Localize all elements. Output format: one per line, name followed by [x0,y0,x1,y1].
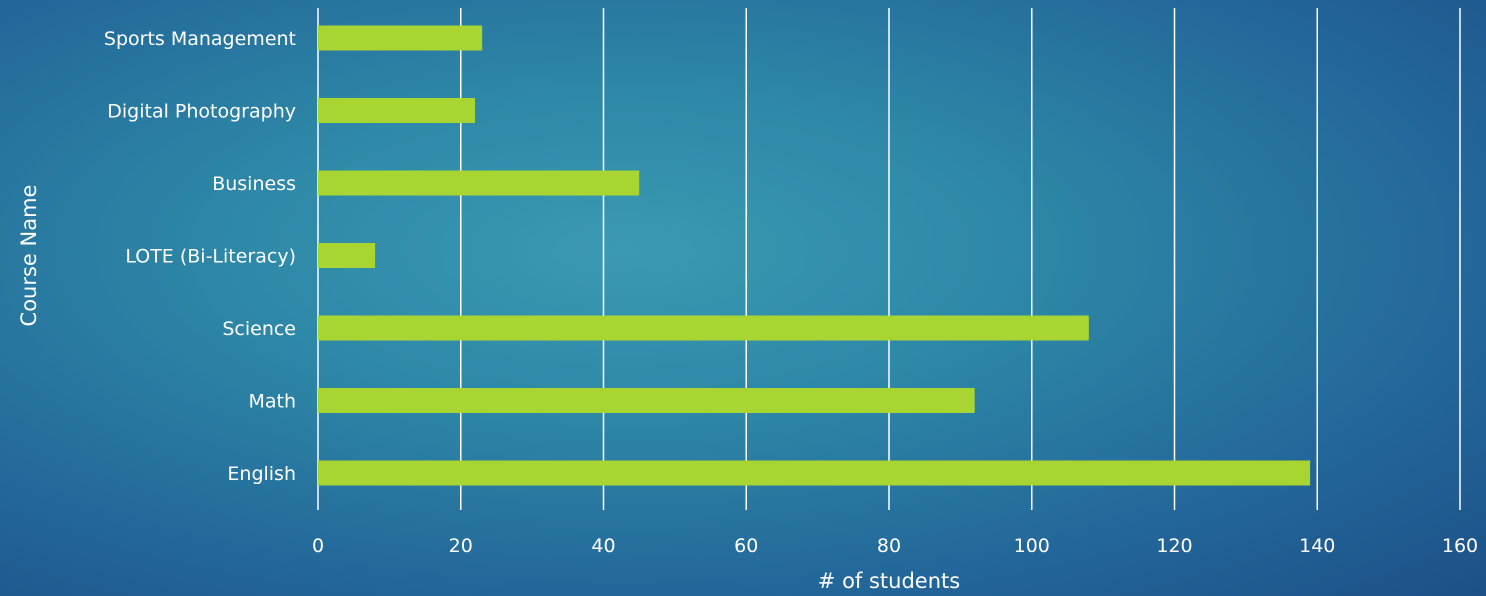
bar [318,460,1311,486]
y-tick-label: Science [222,318,296,340]
y-tick-labels: Sports Management Digital Photography Busi… [104,28,296,485]
bar [318,388,975,413]
x-tick-label: 0 [312,535,324,557]
bars [318,25,1311,486]
y-tick-label: Business [212,173,296,195]
x-tick-label: 40 [591,535,615,557]
x-tick-label: 140 [1299,535,1335,557]
bar [318,170,640,196]
bar [318,25,483,51]
x-tick-label: 80 [877,535,901,557]
x-tick-label: 100 [1014,535,1050,557]
bar [318,98,476,123]
y-tick-label: Math [248,391,296,413]
x-tick-label: 20 [449,535,473,557]
bar [318,243,376,268]
x-tick-label: 120 [1156,535,1192,557]
y-tick-label: English [227,463,296,485]
y-axis-title: Course Name [17,185,41,327]
x-tick-label: 160 [1442,535,1478,557]
y-tick-label: LOTE (Bi-Literacy) [125,246,296,268]
bar [318,315,1089,341]
grid-lines [317,8,1461,510]
y-tick-label: Digital Photography [107,101,296,123]
x-tick-labels: 0 20 40 60 80 100 120 140 160 [312,535,1478,557]
y-tick-label: Sports Management [104,28,296,50]
x-axis-title: # of students [818,569,960,593]
x-tick-label: 60 [734,535,758,557]
